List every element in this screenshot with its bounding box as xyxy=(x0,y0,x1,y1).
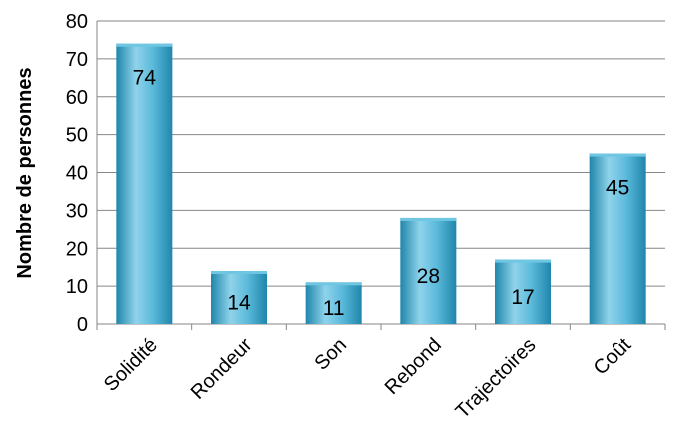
data-label: 74 xyxy=(133,67,157,90)
y-tick-label: 80 xyxy=(66,11,88,33)
bar xyxy=(211,270,267,324)
x-category-label: Son xyxy=(310,334,351,375)
bar-top xyxy=(211,270,267,274)
data-label: 28 xyxy=(417,265,440,288)
y-tick-labels: 0 10 20 30 40 50 60 70 80 xyxy=(66,11,88,336)
y-tick-label: 70 xyxy=(66,49,88,71)
y-tick-label: 20 xyxy=(66,238,88,260)
data-label: 45 xyxy=(606,177,629,200)
bar xyxy=(400,217,457,324)
y-axis-title: Nombre de personnes xyxy=(14,67,36,278)
gridlines xyxy=(96,20,666,330)
bar-top xyxy=(589,153,646,157)
data-label: 11 xyxy=(323,297,345,320)
bar-top xyxy=(400,217,457,221)
y-tick-label: 10 xyxy=(66,276,88,298)
data-labels: 74 14 11 28 17 45 xyxy=(133,67,630,320)
x-category-labels: Solidité Rondeur Son Rebond Trajectoires Coût xyxy=(100,334,636,423)
bars xyxy=(116,43,646,324)
bar-top xyxy=(116,43,173,47)
x-category-label: Coût xyxy=(590,334,636,380)
bar xyxy=(116,43,173,324)
y-tick-label: 40 xyxy=(66,163,88,185)
data-label: 14 xyxy=(227,291,251,314)
bar xyxy=(495,259,551,324)
bar xyxy=(305,282,362,324)
x-category-label: Rebond xyxy=(381,334,446,399)
y-tick-label: 60 xyxy=(66,87,88,109)
x-category-label: Rondeur xyxy=(187,334,257,404)
data-label: 17 xyxy=(511,286,534,309)
bar xyxy=(589,153,646,324)
bar-top xyxy=(495,259,551,263)
bar-top xyxy=(305,282,362,286)
y-tick-label: 0 xyxy=(77,314,88,336)
x-category-label: Trajectoires xyxy=(452,334,541,423)
y-tick-label: 50 xyxy=(66,125,88,147)
x-category-label: Solidité xyxy=(100,334,162,396)
y-tick-label: 30 xyxy=(66,200,88,222)
